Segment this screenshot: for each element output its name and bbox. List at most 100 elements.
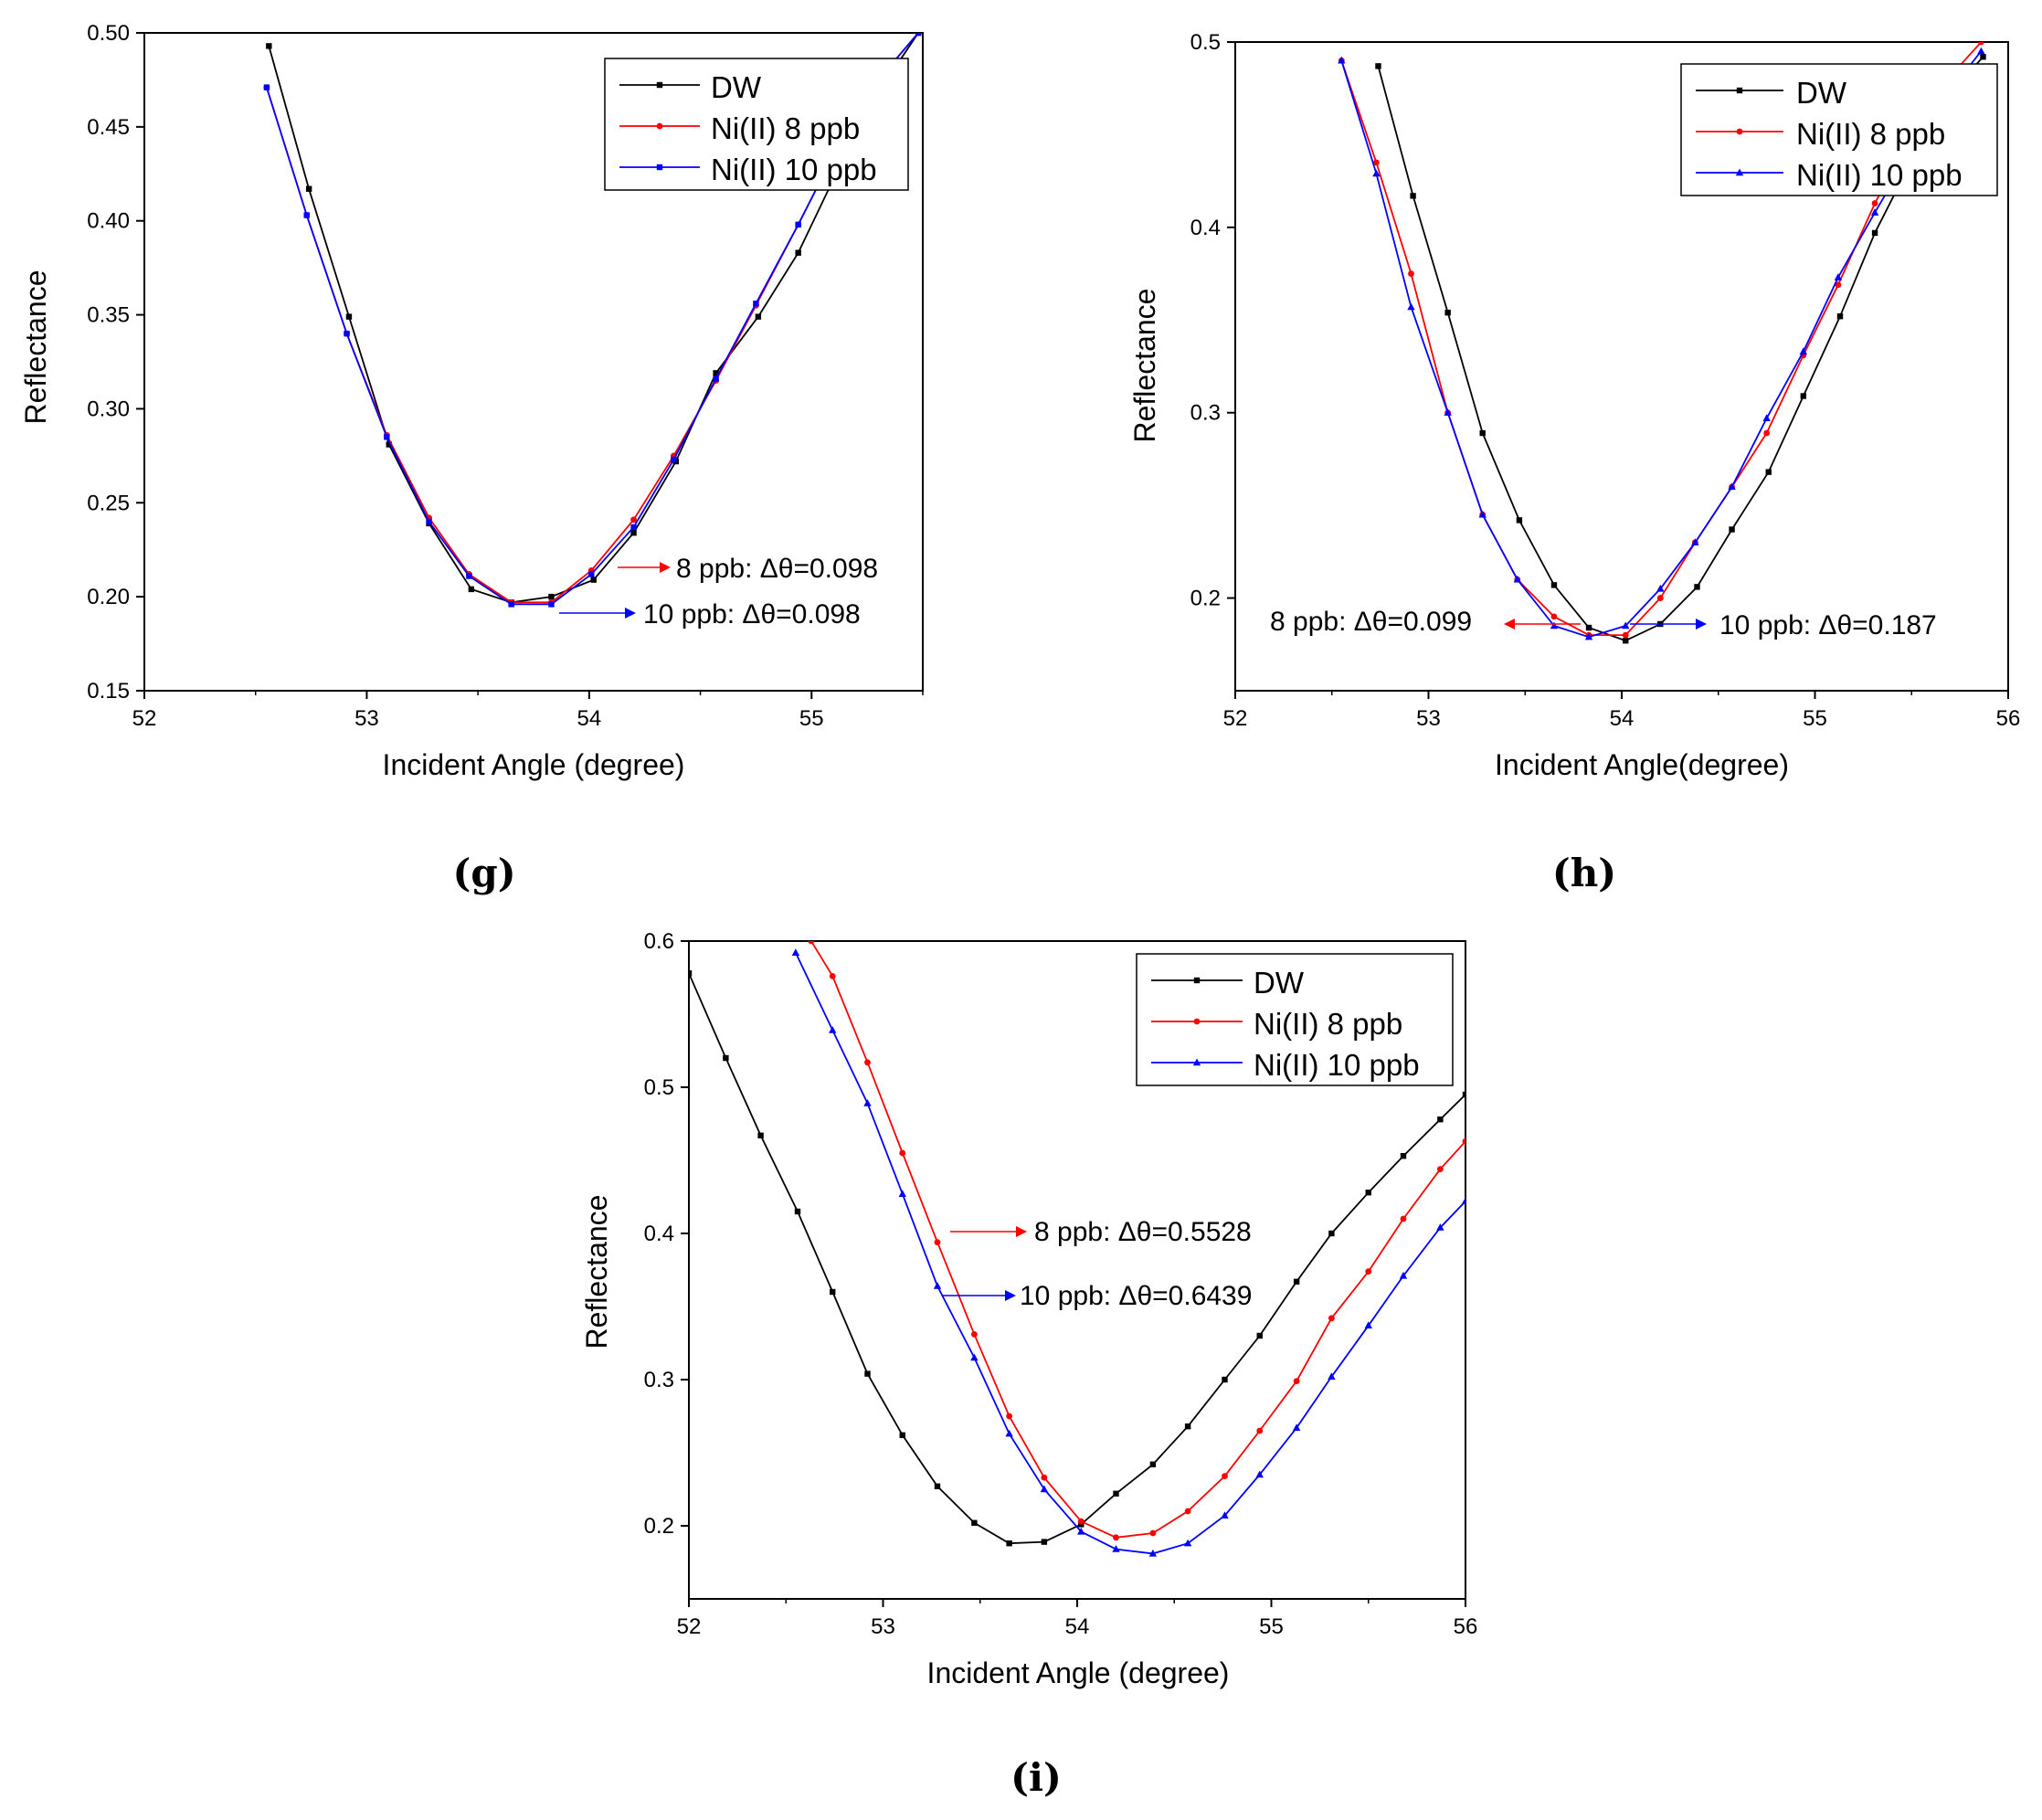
data-point-dw (795, 249, 801, 256)
data-point-10ppb (1977, 47, 1985, 55)
annotation-text: 10 ppb: Δθ=0.098 (643, 599, 861, 630)
annotation-arrow-head (1696, 619, 1707, 630)
data-point-8ppb (899, 1149, 906, 1157)
data-point-10ppb (1328, 1372, 1336, 1380)
series-line-8ppb (810, 941, 1465, 1539)
x-tick-label: 52 (677, 1614, 702, 1639)
data-point-8ppb (1113, 1534, 1119, 1541)
data-point-dw (971, 1519, 978, 1526)
data-point-10ppb (1372, 169, 1381, 177)
data-point-10ppb (1444, 408, 1452, 416)
data-point-8ppb (1372, 159, 1380, 166)
y-tick-label: 0.2 (644, 1514, 674, 1539)
y-tick-label: 0.6 (644, 929, 674, 954)
data-point-8ppb (1149, 1529, 1157, 1537)
data-point-8ppb (1656, 595, 1664, 601)
data-point-8ppb (934, 1239, 941, 1245)
data-point-8ppb (1977, 42, 1984, 46)
annotation-text: 10 ppb: Δθ=0.6439 (1020, 1281, 1252, 1311)
data-point-10ppb (791, 948, 800, 956)
data-point-8ppb (1763, 429, 1771, 437)
data-point-dw (1765, 469, 1772, 475)
data-point-dw (1400, 1153, 1407, 1159)
annotation-10ppb: 10 ppb: Δθ=0.098 (559, 599, 861, 630)
y-axis-label: Reflectance (1128, 289, 1161, 443)
panel-label: (g) (452, 851, 515, 895)
y-tick-label: 0.20 (87, 585, 130, 609)
annotation-10ppb: 10 ppb: Δθ=0.187 (1630, 610, 1937, 640)
data-point-10ppb (713, 376, 719, 382)
data-point-10ppb (508, 601, 514, 608)
data-point-10ppb (1513, 575, 1521, 583)
y-axis-label: Reflectance (19, 270, 52, 425)
panel-label: (h) (1552, 851, 1616, 895)
data-point-dw (1800, 393, 1807, 399)
data-point-10ppb (1870, 208, 1879, 216)
data-point-8ppb (1365, 1268, 1372, 1275)
data-point-10ppb (1148, 1549, 1158, 1557)
data-point-10ppb (1221, 1511, 1229, 1518)
annotation-text: 10 ppb: Δθ=0.187 (1719, 610, 1937, 640)
data-point-10ppb (753, 301, 759, 307)
data-point-dw (345, 313, 353, 320)
data-point-10ppb (1834, 273, 1843, 280)
data-point-8ppb (1077, 1518, 1084, 1525)
data-point-dw (689, 970, 693, 977)
data-point-10ppb (426, 518, 432, 525)
x-tick-label: 53 (871, 1614, 895, 1639)
legend-marker-dw (1193, 977, 1201, 984)
chart-g: 52 53 54 55 0.15 0.20 0.25 0.30 0.35 0.40 0.45 0.50… (19, 21, 924, 895)
legend-label-8ppb: Ni(II) 8 ppb (711, 111, 860, 145)
annotation-10ppb: 10 ppb: Δθ=0.6439 (943, 1281, 1252, 1311)
x-tick-label: 53 (354, 706, 379, 731)
data-point-8ppb (1328, 1315, 1335, 1322)
data-point-dw (1836, 313, 1844, 320)
x-tick-label: 55 (1803, 706, 1827, 731)
data-point-dw (1550, 582, 1558, 588)
data-point-10ppb (1461, 1197, 1465, 1204)
chart-h: 52 53 54 55 56 0.2 0.3 0.4 0.5 DW Ni(II) 8 ppb N… (1128, 30, 2020, 895)
data-point-8ppb (1222, 1473, 1228, 1479)
data-point-8ppb (829, 973, 836, 979)
data-point-dw (794, 1208, 801, 1215)
data-point-dw (864, 1370, 871, 1377)
data-point-10ppb (1584, 632, 1593, 640)
legend-marker-8ppb (1193, 1018, 1201, 1025)
data-point-10ppb (970, 1353, 979, 1361)
data-point-8ppb (1184, 1508, 1191, 1515)
data-point-10ppb (548, 601, 555, 608)
data-point-dw (1694, 584, 1700, 590)
data-point-dw (1256, 1332, 1263, 1339)
legend-marker-10ppb (656, 164, 663, 171)
data-point-dw (830, 1288, 836, 1296)
data-point-10ppb (1183, 1539, 1192, 1547)
data-point-10ppb (1292, 1423, 1301, 1431)
y-tick-label: 0.30 (87, 397, 130, 421)
data-point-8ppb (808, 941, 815, 945)
data-point-dw (1293, 1278, 1300, 1285)
data-point-dw (1365, 1190, 1371, 1196)
annotation-8ppb: 8 ppb: Δθ=0.099 (1270, 607, 1581, 637)
series-line-dw (1377, 56, 1984, 642)
y-tick-label: 0.50 (87, 21, 130, 46)
data-point-8ppb (1436, 1166, 1444, 1172)
y-tick-label: 0.35 (87, 303, 130, 328)
data-point-10ppb (1077, 1527, 1085, 1535)
data-point-8ppb (970, 1331, 978, 1338)
data-point-10ppb (1728, 482, 1736, 491)
data-point-dw (1328, 1230, 1335, 1237)
data-point-dw (1980, 54, 1986, 60)
legend-samples (619, 81, 700, 171)
data-point-10ppb (1364, 1321, 1372, 1328)
data-point-dw (590, 577, 597, 583)
x-tick-label: 52 (1223, 706, 1248, 731)
data-point-8ppb (630, 516, 637, 524)
panel-letter: h (1571, 851, 1599, 895)
legend-label-dw: DW (711, 70, 762, 104)
data-point-dw (630, 530, 637, 536)
data-point-dw (468, 586, 475, 593)
data-point-8ppb (1835, 281, 1842, 289)
data-point-10ppb (1005, 1429, 1013, 1437)
x-tick-label: 54 (1610, 706, 1635, 731)
data-point-dw (757, 1132, 764, 1138)
